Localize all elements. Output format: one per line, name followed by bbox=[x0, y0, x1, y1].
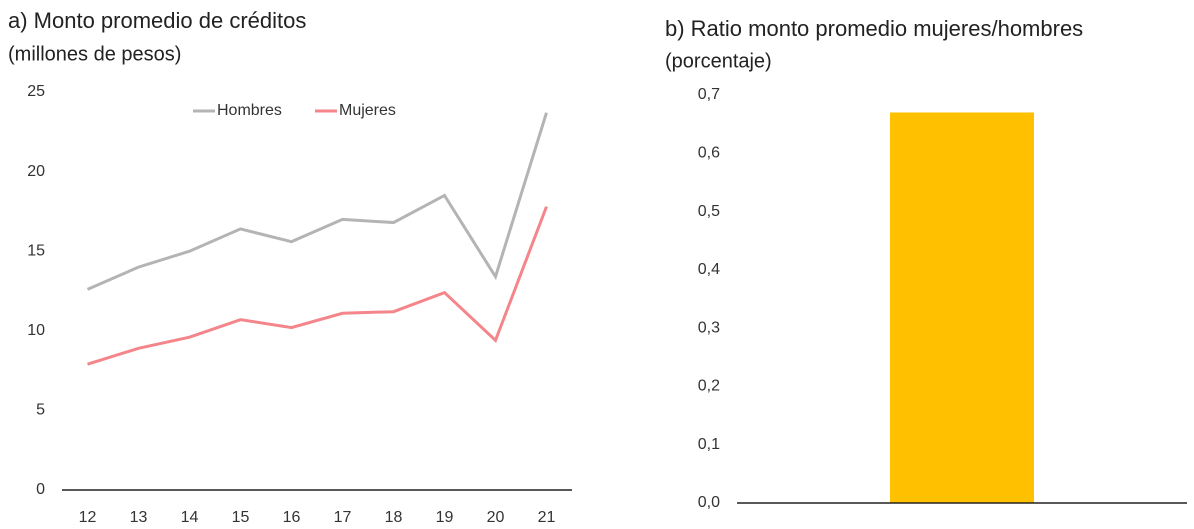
y-tick-label: 0,5 bbox=[698, 203, 720, 220]
line-series bbox=[87, 206, 548, 366]
y-tick-label: 20 bbox=[27, 163, 45, 180]
x-tick-label: 21 bbox=[538, 509, 556, 526]
x-tick-label: 16 bbox=[283, 509, 301, 526]
y-tick-label: 0,6 bbox=[698, 145, 720, 162]
y-tick-label: 0,4 bbox=[698, 261, 720, 278]
x-tick-label: 19 bbox=[436, 509, 454, 526]
x-tick-label: 17 bbox=[334, 509, 352, 526]
y-tick-label: 0,2 bbox=[698, 378, 720, 395]
y-tick-label: 15 bbox=[27, 242, 45, 259]
chart-title: b) Ratio monto promedio mujeres/hombres bbox=[665, 16, 1083, 41]
x-tick-label: 13 bbox=[130, 509, 148, 526]
y-tick-label: 25 bbox=[27, 83, 45, 100]
chart-subtitle: (millones de pesos) bbox=[8, 43, 181, 65]
chart-title: a) Monto promedio de créditos bbox=[8, 8, 306, 33]
y-tick-label: 5 bbox=[36, 402, 45, 419]
chart-subtitle: (porcentaje) bbox=[665, 50, 772, 72]
y-tick-label: 0,1 bbox=[698, 436, 720, 453]
bar bbox=[890, 112, 1034, 503]
x-tick-label: 12 bbox=[79, 509, 97, 526]
y-tick-label: 10 bbox=[27, 322, 45, 339]
x-tick-label: 15 bbox=[232, 509, 250, 526]
y-tick-label: 0,3 bbox=[698, 319, 720, 336]
legend-label: Mujeres bbox=[339, 102, 396, 119]
x-tick-label: 14 bbox=[181, 509, 199, 526]
y-tick-label: 0 bbox=[36, 481, 45, 498]
line-series bbox=[86, 112, 548, 291]
y-tick-label: 0,7 bbox=[698, 86, 720, 103]
legend-label: Hombres bbox=[217, 102, 282, 119]
x-tick-label: 20 bbox=[487, 509, 505, 526]
y-tick-label: 0,0 bbox=[698, 494, 720, 511]
x-tick-label: 18 bbox=[385, 509, 403, 526]
